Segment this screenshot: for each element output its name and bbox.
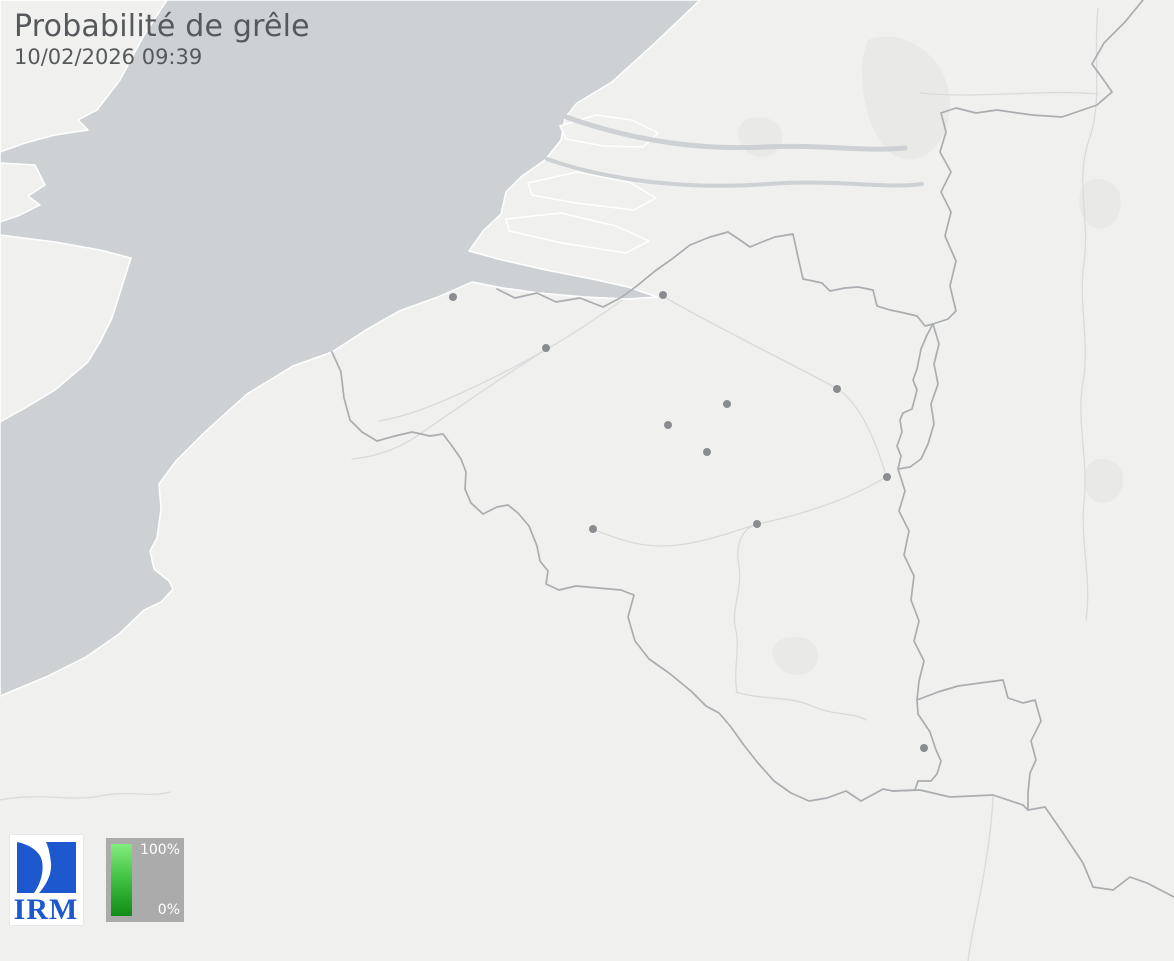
city-dot — [723, 400, 731, 408]
england-kent-south — [0, 234, 132, 423]
river-sambre — [593, 523, 758, 547]
page-title: Probabilité de grêle — [14, 9, 310, 44]
river-rhine — [1080, 7, 1099, 621]
river-scheldt — [378, 295, 629, 422]
title-block: Probabilité de grêle 10/02/2026 09:39 — [14, 8, 310, 68]
waterway — [563, 114, 908, 152]
river-moselle — [967, 794, 994, 961]
border-belgium-france — [331, 351, 894, 802]
river-nl — [919, 91, 1099, 96]
border-netherlands-germany — [932, 0, 1144, 325]
river-semois — [735, 691, 867, 721]
city-dot — [703, 448, 711, 456]
legend-max-label: 100% — [139, 842, 180, 858]
legend-gradient-bar — [111, 844, 132, 916]
albert-canal — [663, 296, 886, 473]
irm-logo-graphic: IRM — [14, 842, 79, 925]
north-sea — [0, 0, 701, 697]
border-belgium-netherlands — [496, 231, 934, 327]
city-dot — [542, 344, 550, 352]
forest-patch — [1083, 459, 1124, 503]
forest-patch — [1078, 179, 1121, 229]
timestamp: 10/02/2026 09:39 — [14, 44, 203, 69]
england-coast — [0, 0, 168, 423]
rivers — [0, 7, 1099, 961]
dutch-waterways — [545, 114, 924, 188]
river-meuse — [733, 476, 887, 693]
river-coastal — [0, 791, 171, 801]
england-kent-north — [0, 162, 46, 223]
city-dot — [449, 293, 457, 301]
city-dot — [883, 473, 891, 481]
logo-right-shape — [39, 842, 76, 893]
border-maastricht-appendix — [897, 323, 940, 470]
country-borders — [331, 0, 1174, 898]
city-dots — [449, 291, 928, 752]
river-lys — [351, 348, 548, 460]
city-dot — [753, 520, 761, 528]
border-luxembourg-west — [892, 699, 942, 792]
legend-min-label: 0% — [157, 902, 180, 918]
logo-left-shape — [17, 842, 43, 893]
city-dot — [659, 291, 667, 299]
england-essex — [0, 0, 168, 153]
irm-logo: IRM — [10, 835, 83, 925]
city-dot — [589, 525, 597, 533]
island — [505, 212, 650, 254]
logo-text: IRM — [14, 893, 79, 925]
island — [527, 171, 657, 211]
border-luxembourg-east — [916, 679, 1042, 811]
city-dot — [664, 421, 672, 429]
border-france-germany — [1027, 806, 1174, 898]
probability-legend: 100% 0% — [106, 838, 184, 922]
forest-patch — [862, 36, 951, 160]
border-france-luxembourg — [892, 789, 1029, 811]
forest-patch — [772, 636, 819, 675]
city-dot — [920, 744, 928, 752]
city-dot — [833, 385, 841, 393]
border-belgium-germany — [896, 323, 934, 701]
waterway — [545, 157, 924, 188]
